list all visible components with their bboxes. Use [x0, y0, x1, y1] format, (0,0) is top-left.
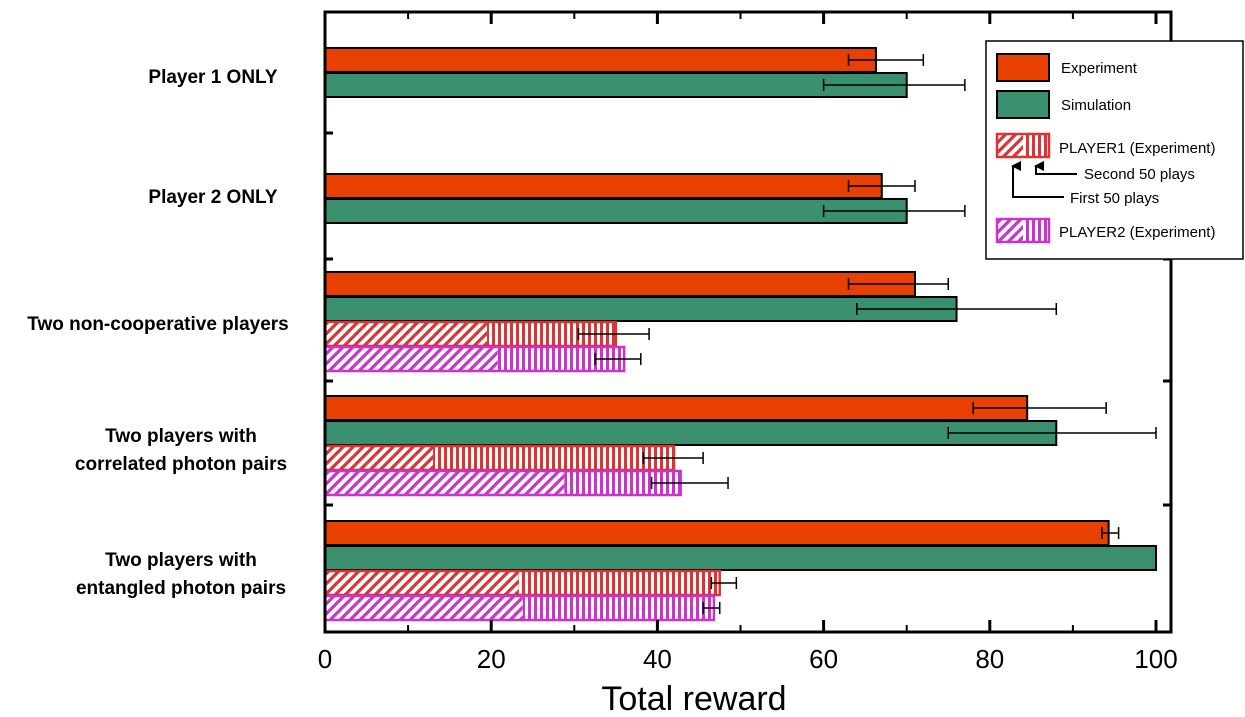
group-4-player2-first-50-bar: [325, 471, 565, 495]
legend: Experiment Simulation PLAYER1 (Experiment)…: [985, 40, 1244, 260]
legend-player1-second-swatch: [1023, 134, 1049, 157]
group-5-player1-first-50-bar: [325, 571, 519, 595]
legend-player2-outline: [995, 217, 1051, 244]
group-1-simulation-error-bar: [822, 79, 966, 91]
x-tick-label: 0: [318, 644, 332, 674]
group-2-experiment-bar: [324, 173, 883, 199]
group-4-player1-first-50-bar: [325, 446, 434, 470]
bars-layer: [323, 47, 1157, 622]
group-2-simulation-error-bar: [822, 205, 966, 217]
legend-first-50-label: First 50 plays: [1070, 190, 1159, 207]
x-axis-title: Total reward: [601, 680, 786, 717]
error-bars-layer: [577, 54, 1157, 614]
legend-player2-label: PLAYER2 (Experiment): [1059, 224, 1215, 241]
group-5-player2-second-50-bar: [522, 596, 714, 620]
legend-simulation-label: Simulation: [1061, 97, 1131, 114]
category-label-line: correlated photon pairs: [75, 454, 287, 475]
legend-experiment-swatch: [996, 53, 1050, 82]
legend-second-50-arrow: [1034, 161, 1077, 175]
group-3-player1-error-bar: [577, 328, 650, 340]
legend-first-50-arrow: [1011, 161, 1064, 198]
category-label-line: Two non-cooperative players: [27, 314, 288, 335]
category-label-line: Player 1 ONLY: [148, 67, 278, 88]
legend-player1-first-swatch: [997, 134, 1023, 157]
group-2-simulation-bar: [324, 198, 908, 224]
group-3-player2-error-bar: [594, 353, 642, 365]
category-label-line: entangled photon pairs: [76, 578, 286, 599]
legend-simulation-swatch: [996, 90, 1050, 119]
group-5-label: Two players with entangled photon pairs: [76, 550, 286, 599]
group-4-simulation-error-bar: [947, 427, 1157, 439]
category-label-line: Two players with: [105, 550, 257, 571]
x-tick-label: 60: [809, 644, 838, 674]
group-5-player1-error-bar: [710, 577, 738, 589]
group-3-experiment-bar: [324, 271, 917, 297]
legend-player1-label: PLAYER1 (Experiment): [1059, 140, 1215, 157]
legend-experiment-label: Experiment: [1061, 60, 1138, 77]
group-5-simulation-bar: [324, 545, 1157, 571]
category-label-line: Two players with: [105, 426, 257, 447]
axes-layer: 0 20 40 60 80 100 Total reward: [318, 10, 1178, 717]
x-tick-label: 20: [477, 644, 506, 674]
group-4-player1-second-50-bar: [433, 446, 675, 470]
group-1-experiment-bar: [324, 47, 877, 73]
group-5-player2-first-50-bar: [325, 596, 523, 620]
group-4-label: Two players with correlated photon pairs: [75, 426, 287, 475]
category-labels-layer: Player 1 ONLY Player 2 ONLY Two non-cooper…: [27, 67, 288, 599]
legend-player2-first-swatch: [997, 219, 1023, 242]
group-2-experiment-error-bar: [847, 180, 916, 192]
group-2-label: Player 2 ONLY: [148, 187, 278, 208]
group-1-simulation-bar: [324, 72, 908, 98]
plot-frame: [323, 10, 1173, 634]
group-1-experiment-error-bar: [847, 54, 925, 66]
group-5-experiment-error-bar: [1101, 527, 1120, 539]
x-tick-label: 80: [975, 644, 1004, 674]
group-4-player1-error-bar: [642, 452, 704, 464]
group-4-experiment-bar: [324, 395, 1029, 421]
legend-second-50-label: Second 50 plays: [1084, 166, 1195, 183]
group-5-experiment-bar: [324, 520, 1110, 546]
group-3-simulation-error-bar: [856, 303, 1058, 315]
group-3-player2-first-50-bar: [325, 347, 498, 371]
group-3-label: Two non-cooperative players: [27, 314, 288, 335]
x-tick-label: 40: [643, 644, 672, 674]
group-5-player1-second-50-bar: [518, 571, 720, 595]
group-4-simulation-bar: [324, 420, 1058, 446]
x-tick-label: 100: [1134, 644, 1177, 674]
group-1-label: Player 1 ONLY: [148, 67, 278, 88]
group-3-player1-first-50-bar: [325, 322, 488, 346]
category-label-line: Player 2 ONLY: [148, 187, 278, 208]
legend-player2-second-swatch: [1023, 219, 1049, 242]
group-5-player2-error-bar: [702, 602, 721, 614]
group-4-experiment-error-bar: [972, 402, 1107, 414]
legend-player1-outline: [995, 132, 1051, 159]
group-3-experiment-error-bar: [847, 278, 949, 290]
group-4-player2-error-bar: [650, 477, 729, 489]
